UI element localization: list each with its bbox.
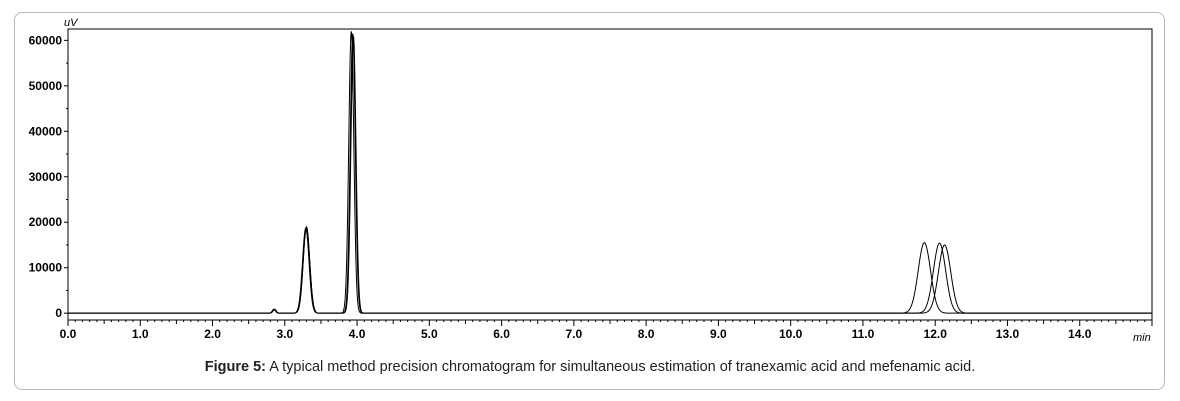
y-tick-label: 0 — [55, 306, 62, 320]
x-tick-label: 6.0 — [493, 327, 510, 341]
x-tick-label: 1.0 — [132, 327, 149, 341]
figure-caption-label: Figure 5: — [204, 359, 266, 375]
y-tick-label: 50000 — [29, 79, 63, 93]
chromatogram-traces — [68, 31, 1152, 314]
x-tick-label: 3.0 — [276, 327, 293, 341]
y-tick-label: 40000 — [29, 124, 63, 138]
x-axis: 0.0 1.0 2.0 3.0 4.0 5.0 6.0 7.0 8.0 9.0 10.0 11.0 12… — [60, 320, 1153, 341]
x-tick-label: 8.0 — [638, 327, 655, 341]
x-tick-label: 7.0 — [566, 327, 583, 341]
x-tick-label: 5.0 — [421, 327, 438, 341]
y-tick-label: 10000 — [29, 261, 63, 275]
y-axis: 0 10000 20000 30000 40000 50000 60000 — [29, 33, 68, 320]
x-tick-label: 2.0 — [204, 327, 221, 341]
figure-caption-text: A typical method precision chromatogram … — [266, 359, 976, 375]
x-tick-label: 9.0 — [710, 327, 727, 341]
x-tick-label: 13.0 — [996, 327, 1020, 341]
x-tick-label: 14.0 — [1068, 327, 1092, 341]
x-tick-label: 10.0 — [779, 327, 803, 341]
x-tick-label: 4.0 — [349, 327, 366, 341]
figure-frame — [14, 12, 1165, 390]
x-tick-label: 11.0 — [852, 327, 875, 341]
x-tick-label: 0.0 — [60, 327, 77, 341]
x-axis-unit: min — [1133, 332, 1151, 344]
y-tick-label: 30000 — [29, 170, 63, 184]
trace-line-1 — [68, 31, 1152, 314]
y-tick-label: 20000 — [29, 215, 63, 229]
trace-line-2 — [68, 33, 1152, 314]
trace-line-3 — [68, 35, 1152, 314]
y-axis-unit: uV — [64, 17, 79, 29]
x-tick-label: 12.0 — [924, 327, 948, 341]
figure-caption: Figure 5: A typical method precision chr… — [0, 359, 1180, 375]
plot-area-border — [67, 28, 1153, 321]
y-tick-label: 60000 — [29, 33, 63, 47]
